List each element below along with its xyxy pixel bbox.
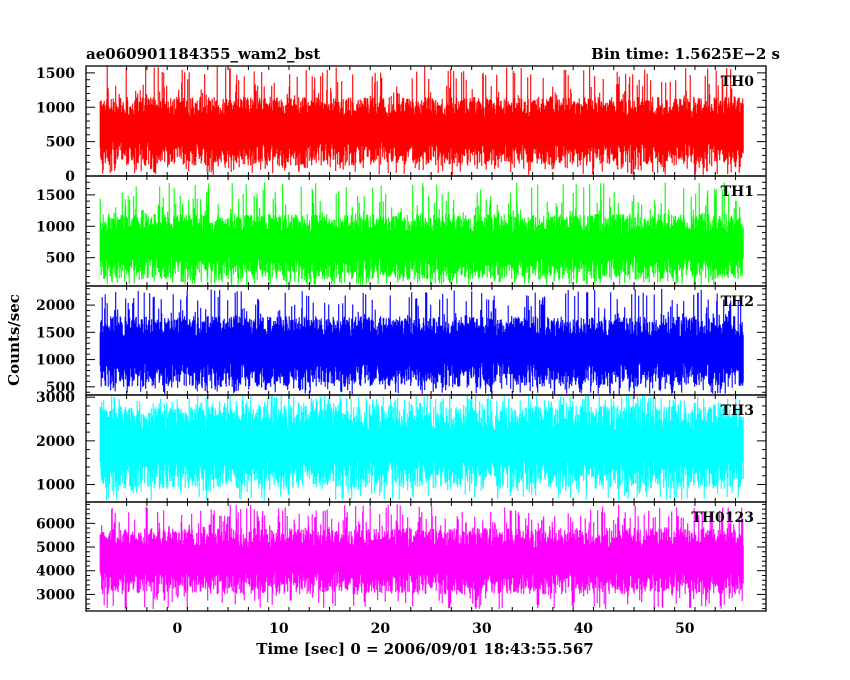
series-th2-curve	[99, 289, 744, 395]
y-tick-label: 3000	[36, 390, 75, 406]
x-tick-label: 20	[371, 621, 391, 637]
y-tick-label: 3000	[36, 587, 75, 603]
series-th1-curve	[99, 182, 744, 286]
x-tick-label: 40	[574, 621, 594, 637]
y-tick-label: 500	[46, 135, 75, 151]
bin-time-label: Bin time: 1.5625E−2 s	[591, 45, 780, 63]
panel-th3: 1000 2000 3000 TH3	[36, 390, 767, 503]
panel-th0: 0 500 1000 1500 TH0	[36, 65, 767, 185]
y-tick-label: 4000	[36, 564, 75, 580]
panel-label-th0: TH0	[721, 74, 755, 90]
y-tick-label: 500	[46, 380, 75, 396]
panel-label-th1: TH1	[721, 184, 754, 200]
y-tick-label: 2000	[36, 434, 75, 450]
x-tick-label: 50	[675, 621, 695, 637]
x-tick-label: 10	[269, 621, 289, 637]
y-tick-label: 1500	[36, 325, 75, 341]
series-th0-curve	[99, 66, 744, 175]
y-tick-label: 6000	[36, 516, 75, 532]
y-tick-label: 1000	[36, 100, 75, 116]
x-tick-label: 0	[172, 621, 182, 637]
y-tick-label: 1000	[36, 219, 75, 235]
x-axis-label: Time [sec] 0 = 2006/09/01 18:43:55.567	[256, 640, 593, 658]
panel-label-th2: TH2	[721, 294, 754, 310]
y-tick-label: 1000	[36, 478, 75, 494]
x-tick-label: 30	[472, 621, 492, 637]
y-tick-label: 1500	[36, 188, 75, 204]
panel-th0123: 3000 4000 5000 6000 TH0123	[36, 501, 767, 612]
y-tick-label: 500	[46, 251, 75, 267]
series-th3-curve	[99, 395, 744, 501]
chart-title: ae060901184355_wam2_bst	[86, 45, 320, 63]
panel-label-th3: TH3	[721, 403, 754, 419]
y-tick-label: 1500	[36, 66, 75, 82]
y-tick-label: 5000	[36, 540, 75, 556]
panel-label-th0123: TH0123	[691, 510, 754, 526]
y-tick-label: 2000	[36, 298, 75, 314]
y-tick-label: 1000	[36, 353, 75, 369]
y-tick-label: 0	[65, 169, 75, 185]
series-th0123-curve	[99, 504, 744, 610]
panel-th2: 500 1000 1500 2000 TH2	[36, 285, 767, 396]
y-axis-label: Counts/sec	[5, 294, 23, 386]
panel-th1: 500 1000 1500 TH1	[36, 175, 767, 287]
